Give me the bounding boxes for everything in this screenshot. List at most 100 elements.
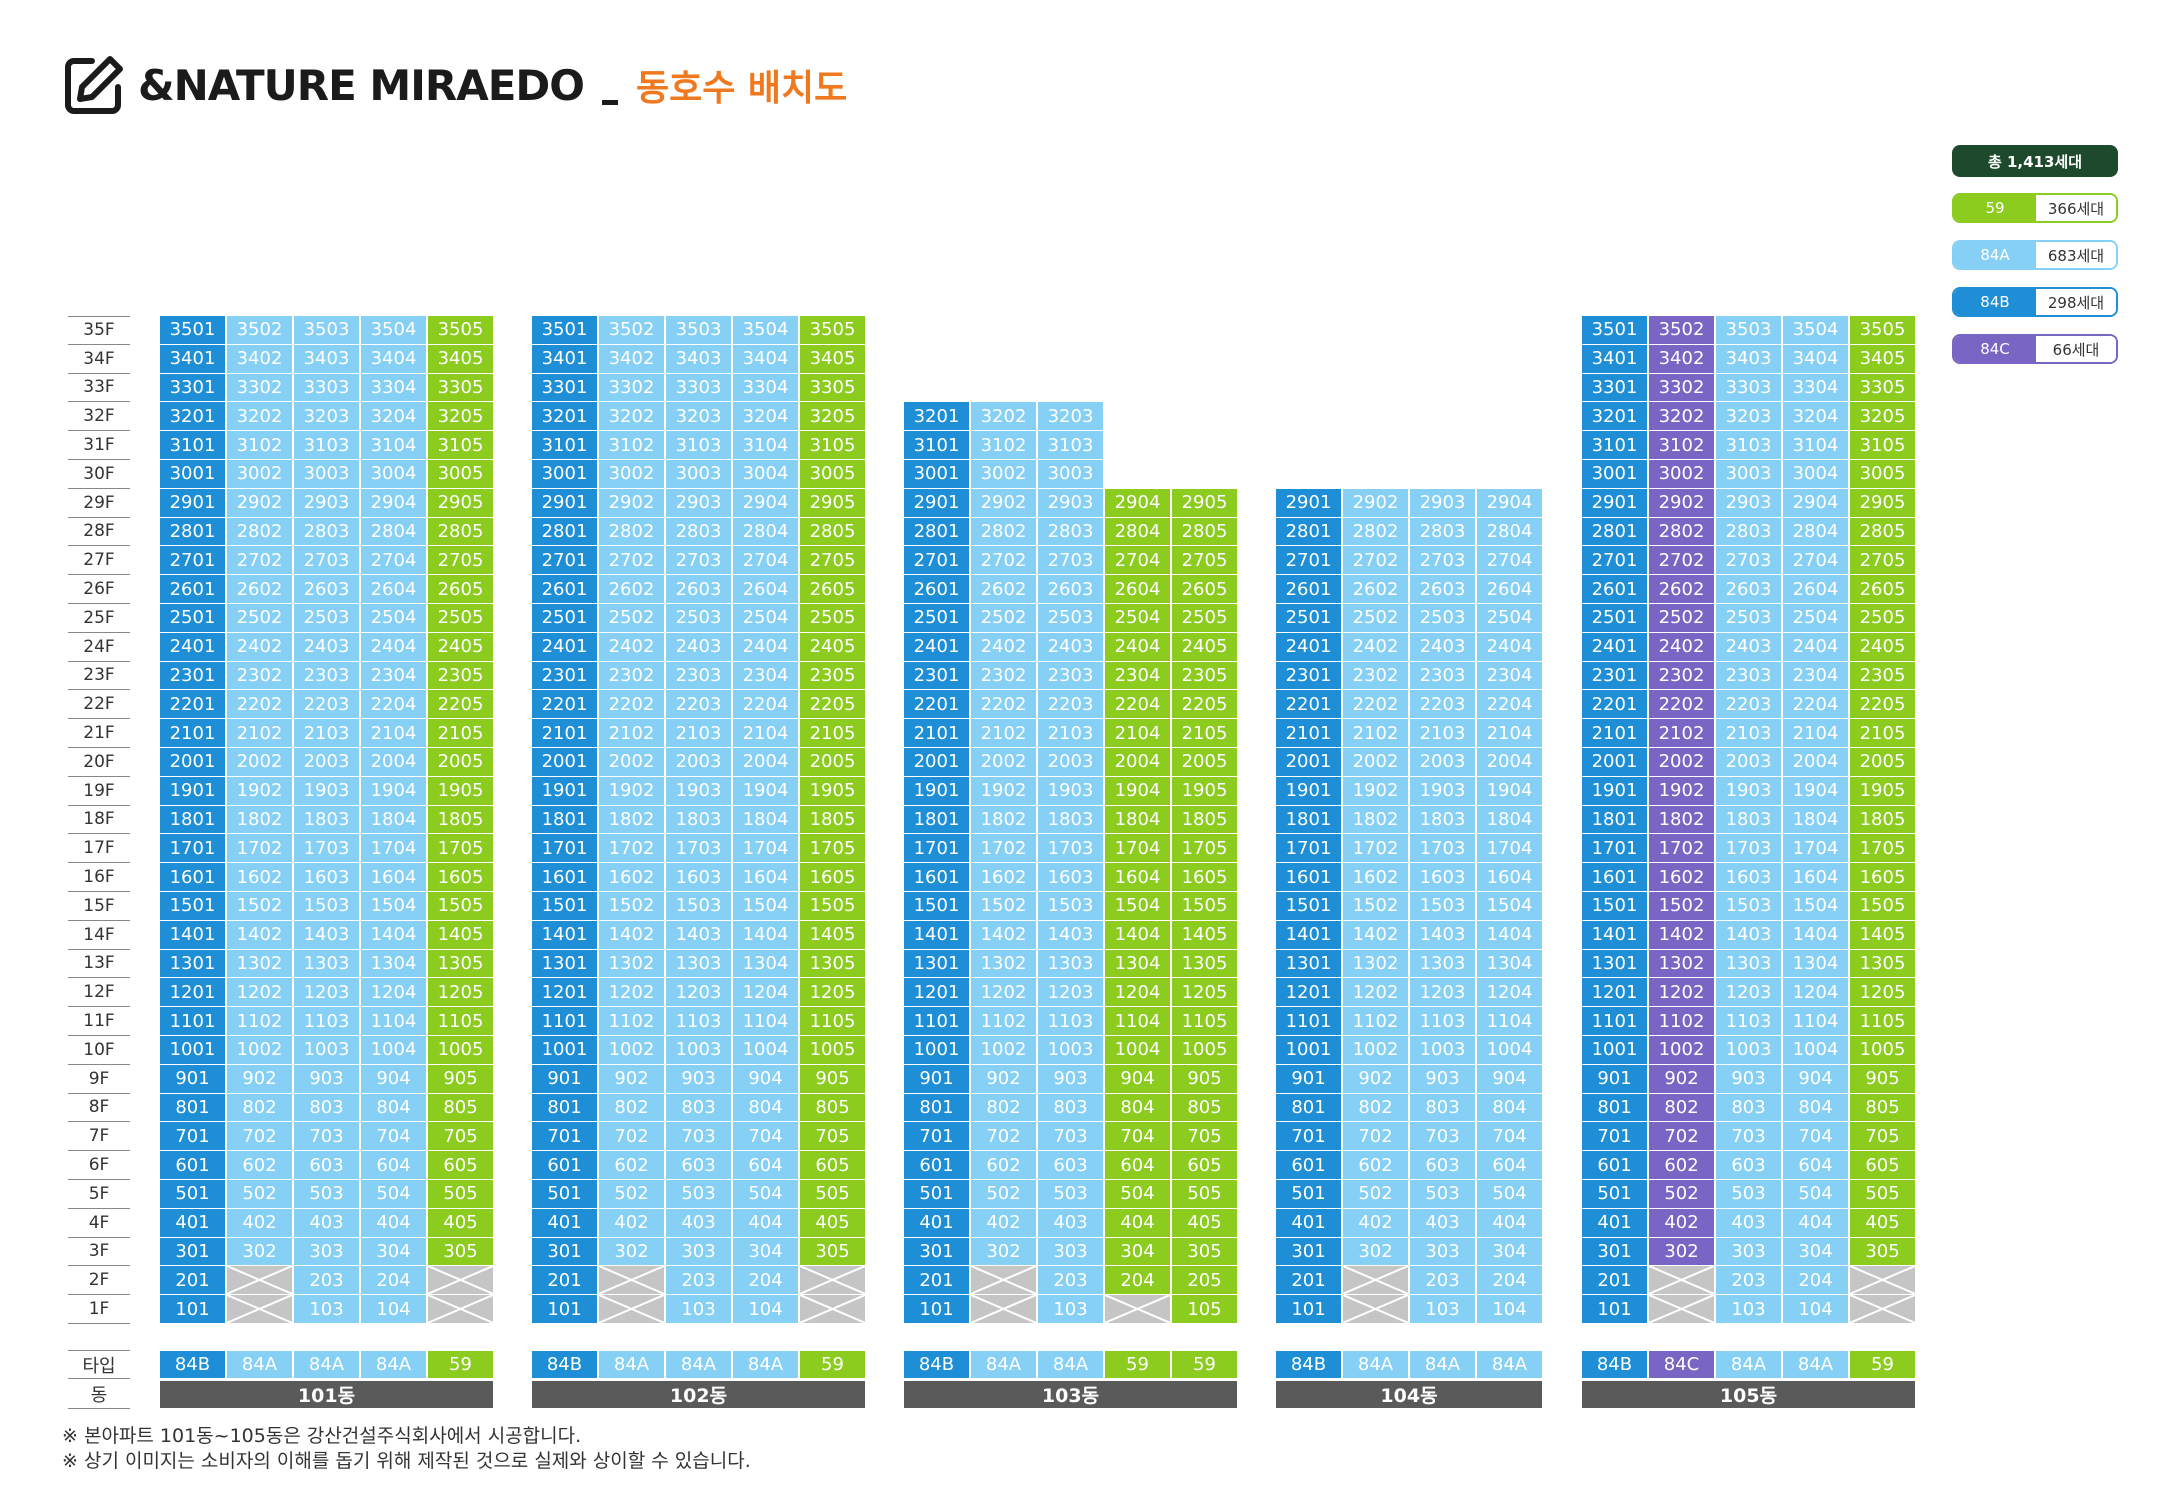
unit-cell[interactable]: 1103	[666, 1007, 731, 1035]
unit-cell[interactable]: 2603	[666, 575, 731, 603]
unit-cell[interactable]: 3205	[1850, 402, 1915, 431]
unit-cell[interactable]: 201	[1276, 1266, 1341, 1295]
unit-cell[interactable]: 904	[1783, 1064, 1848, 1093]
unit-cell[interactable]: 1001	[904, 1036, 969, 1064]
unit-cell[interactable]: 901	[1582, 1064, 1647, 1093]
unit-cell[interactable]: 3202	[971, 402, 1036, 431]
unit-cell[interactable]: 1603	[294, 863, 359, 891]
unit-cell[interactable]: 3002	[1649, 460, 1714, 488]
unit-cell[interactable]: 403	[666, 1208, 731, 1237]
unit-cell[interactable]: 804	[1105, 1093, 1170, 1122]
unit-cell[interactable]: 1904	[361, 776, 426, 805]
unit-cell[interactable]: 3402	[599, 344, 664, 373]
unit-cell[interactable]: 3402	[227, 344, 292, 373]
unit-cell[interactable]: 2604	[733, 575, 798, 603]
unit-cell[interactable]: 1903	[294, 776, 359, 805]
unit-cell[interactable]: 1702	[971, 834, 1036, 863]
unit-cell[interactable]: 203	[1716, 1266, 1781, 1295]
unit-cell[interactable]: 3204	[361, 402, 426, 431]
unit-cell[interactable]: 2004	[1105, 748, 1170, 776]
unit-cell[interactable]: 2503	[666, 604, 731, 632]
unit-cell[interactable]: 3105	[428, 431, 493, 459]
unit-cell[interactable]: 1403	[294, 920, 359, 949]
unit-cell[interactable]: 2803	[1038, 517, 1103, 546]
unit-cell[interactable]: 2704	[361, 546, 426, 575]
unit-cell[interactable]: 2001	[904, 748, 969, 776]
unit-cell[interactable]: 1503	[1038, 892, 1103, 920]
unit-cell[interactable]: 1402	[1649, 920, 1714, 949]
unit-cell[interactable]: 2703	[1038, 546, 1103, 575]
unit-cell[interactable]: 703	[1038, 1122, 1103, 1151]
unit-cell[interactable]: 2002	[599, 748, 664, 776]
unit-cell[interactable]: 1301	[1276, 949, 1341, 978]
unit-cell[interactable]: 3103	[666, 431, 731, 459]
unit-cell[interactable]: 303	[294, 1237, 359, 1266]
unit-cell[interactable]: 502	[1343, 1180, 1408, 1208]
unit-cell[interactable]: 2303	[666, 661, 731, 690]
unit-cell[interactable]: 2003	[1038, 748, 1103, 776]
unit-cell[interactable]: 2302	[1649, 661, 1714, 690]
unit-cell[interactable]: 203	[1410, 1266, 1475, 1295]
unit-cell[interactable]: 2704	[733, 546, 798, 575]
unit-cell[interactable]: 1302	[227, 949, 292, 978]
unit-cell[interactable]: 1402	[599, 920, 664, 949]
unit-cell[interactable]: 2602	[1343, 575, 1408, 603]
unit-cell[interactable]: 2204	[1105, 690, 1170, 719]
unit-cell[interactable]: 2102	[1649, 719, 1714, 747]
unit-cell[interactable]: 3503	[1716, 316, 1781, 344]
unit-cell[interactable]: 1202	[1649, 978, 1714, 1007]
unit-cell[interactable]: 602	[1343, 1151, 1408, 1179]
unit-cell[interactable]: 101	[160, 1295, 225, 1323]
unit-cell[interactable]: 2005	[1172, 748, 1237, 776]
unit-cell[interactable]: 3102	[227, 431, 292, 459]
unit-cell[interactable]: 1302	[599, 949, 664, 978]
unit-cell[interactable]: 1802	[1649, 805, 1714, 834]
unit-cell[interactable]: 3403	[294, 344, 359, 373]
unit-cell[interactable]: 2304	[1477, 661, 1542, 690]
unit-cell[interactable]: 2302	[227, 661, 292, 690]
unit-cell[interactable]: 1303	[294, 949, 359, 978]
unit-cell[interactable]: 1701	[160, 834, 225, 863]
unit-cell[interactable]: 3301	[532, 373, 597, 402]
unit-cell[interactable]: 1601	[532, 863, 597, 891]
unit-cell[interactable]: 1901	[160, 776, 225, 805]
unit-cell[interactable]: 405	[1172, 1208, 1237, 1237]
unit-cell[interactable]: 1703	[1716, 834, 1781, 863]
unit-cell[interactable]: 204	[1105, 1266, 1170, 1295]
unit-cell[interactable]: 1602	[971, 863, 1036, 891]
unit-cell[interactable]: 902	[227, 1064, 292, 1093]
unit-cell[interactable]: 1905	[1172, 776, 1237, 805]
unit-cell[interactable]: 204	[1783, 1266, 1848, 1295]
unit-cell[interactable]: 1203	[1716, 978, 1781, 1007]
unit-cell[interactable]: 2103	[1410, 719, 1475, 747]
unit-cell[interactable]: 302	[227, 1237, 292, 1266]
unit-cell[interactable]: 1004	[733, 1036, 798, 1064]
unit-cell[interactable]: 1004	[1477, 1036, 1542, 1064]
unit-cell[interactable]: 2405	[1850, 632, 1915, 661]
unit-cell[interactable]: 2605	[1850, 575, 1915, 603]
unit-cell[interactable]: 702	[227, 1122, 292, 1151]
unit-cell[interactable]: 3405	[800, 344, 865, 373]
unit-cell[interactable]: 2805	[800, 517, 865, 546]
unit-cell[interactable]: 2205	[428, 690, 493, 719]
unit-cell[interactable]: 2703	[1716, 546, 1781, 575]
unit-cell[interactable]: 1804	[361, 805, 426, 834]
unit-cell[interactable]: 1603	[1716, 863, 1781, 891]
unit-cell[interactable]: 3001	[532, 460, 597, 488]
unit-cell[interactable]: 2301	[532, 661, 597, 690]
unit-cell[interactable]: 2403	[1038, 632, 1103, 661]
unit-cell[interactable]: 2702	[1649, 546, 1714, 575]
unit-cell[interactable]: 2902	[1343, 488, 1408, 517]
unit-cell[interactable]: 1803	[1038, 805, 1103, 834]
unit-cell[interactable]: 2401	[160, 632, 225, 661]
unit-cell[interactable]: 2205	[1850, 690, 1915, 719]
unit-cell[interactable]: 1705	[800, 834, 865, 863]
unit-cell[interactable]: 1105	[428, 1007, 493, 1035]
unit-cell[interactable]: 1405	[1172, 920, 1237, 949]
unit-cell[interactable]: 1503	[294, 892, 359, 920]
unit-cell[interactable]: 3001	[160, 460, 225, 488]
unit-cell[interactable]: 2905	[1172, 488, 1237, 517]
unit-cell[interactable]: 504	[1105, 1180, 1170, 1208]
unit-cell[interactable]: 1004	[361, 1036, 426, 1064]
unit-cell[interactable]: 605	[800, 1151, 865, 1179]
